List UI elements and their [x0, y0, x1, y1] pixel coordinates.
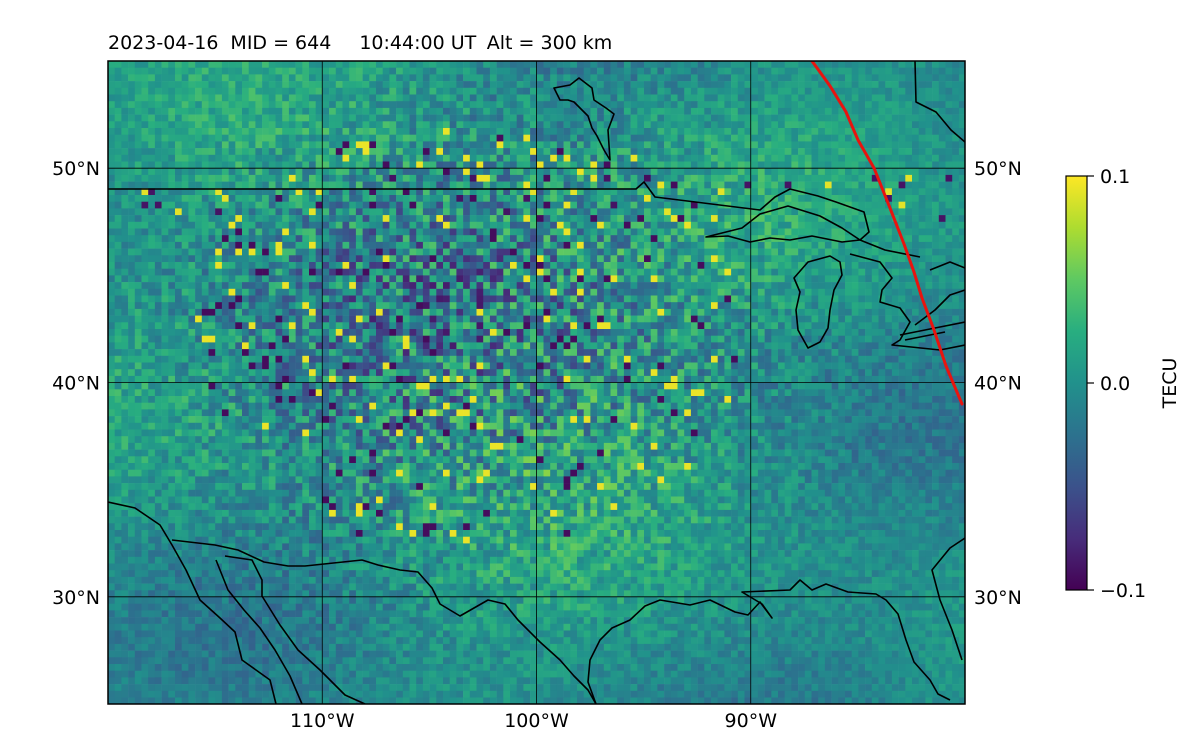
colorbar-scale [1065, 175, 1088, 591]
lat-tick-label-left: 50°N [52, 158, 100, 180]
lake-huron [849, 253, 965, 351]
lat-tick-label-left: 40°N [52, 373, 100, 395]
title-date: 2023-04-16 [108, 32, 218, 54]
lat-tick-label-left: 30°N [52, 587, 100, 609]
colorbar-tick-label: 0.1 [1100, 166, 1130, 188]
coastlines [108, 61, 965, 704]
lat-tick-label-right: 30°N [974, 587, 1022, 609]
tec-cells [108, 61, 965, 704]
map-title: 2023-04-16 MID = 644 10:44:00 UT Alt = 300 … [108, 32, 612, 54]
florida-atlantic [931, 537, 965, 661]
title-mid: MID = 644 [230, 32, 331, 54]
map-frame [107, 60, 966, 705]
lon-tick-label: 90°W [725, 710, 778, 732]
colorbar-tick-label: 0.0 [1100, 373, 1130, 395]
lon-tick-label: 110°W [290, 710, 355, 732]
colorbar-tick-label: −0.1 [1100, 580, 1146, 602]
lake-superior [705, 205, 861, 243]
lake-michigan [793, 255, 843, 349]
lat-tick-label-right: 50°N [974, 158, 1022, 180]
mainland-mexico-west [215, 555, 366, 704]
colorbar-label: TECU [1159, 358, 1181, 410]
colorbar: 0.1 0.0 −0.1 TECU [1065, 166, 1181, 602]
gulf-of-california [171, 539, 597, 704]
colorbar-ticks: 0.1 0.0 −0.1 [1087, 166, 1146, 602]
title-alt: Alt = 300 km [487, 32, 613, 54]
hudson-bay-coast [553, 77, 615, 161]
map-axes: 110°W 100°W 90°W 30°N 30°N 40°N 40°N 50°N 50°N [52, 158, 1022, 732]
gulf-coast [587, 579, 951, 704]
lat-tick-label-right: 40°N [974, 373, 1022, 395]
hudson-bay-east [914, 61, 965, 143]
lon-tick-label: 100°W [504, 710, 569, 732]
us-canada-border [108, 181, 921, 258]
baja-coast [108, 501, 277, 704]
map-gridlines [108, 61, 965, 704]
title-time: 10:44:00 UT [359, 32, 476, 54]
tec-map [108, 61, 965, 704]
lake-erie [899, 289, 965, 341]
lake-ontario [929, 261, 965, 271]
solar-terminator [810, 61, 964, 406]
